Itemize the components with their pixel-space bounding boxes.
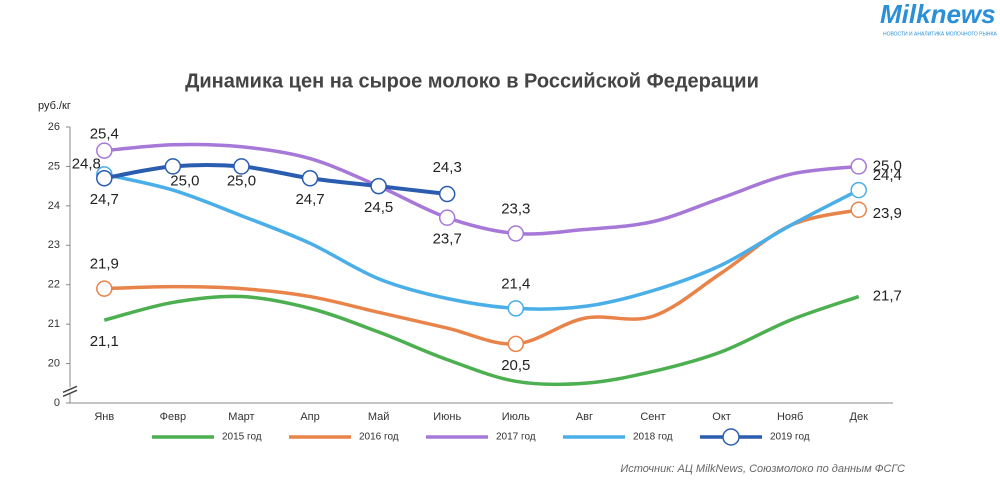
data-label: 21,1	[90, 333, 119, 350]
legend-label: 2016 год	[359, 432, 399, 443]
brand-tagline: НОВОСТИ И АНАЛИТИКА МОЛОЧНОГО РЫНКА	[883, 31, 997, 37]
x-tick-label: Июль	[502, 411, 530, 423]
chart-title: Динамика цен на сырое молоко в Российско…	[185, 70, 759, 92]
data-label: 25,0	[170, 172, 199, 189]
x-tick-label: Май	[368, 411, 390, 423]
y-tick-label: 20	[48, 357, 60, 369]
point-marker	[438, 185, 456, 203]
legend-label: 2018 год	[633, 432, 673, 443]
series-line	[104, 142, 859, 236]
data-label: 21,7	[873, 288, 902, 305]
point-marker	[438, 209, 456, 226]
point-marker	[370, 177, 387, 195]
point-marker	[850, 158, 867, 175]
data-label: 23,3	[501, 200, 530, 217]
legend-label: 2019 год	[770, 432, 810, 443]
axis-break	[62, 385, 78, 393]
y-tick-label: 23	[48, 239, 60, 251]
x-tick-label: Апр	[300, 411, 319, 423]
series-line	[103, 294, 860, 387]
series-line	[103, 162, 448, 197]
point-marker	[301, 170, 319, 187]
legend-label: 2017 год	[496, 432, 536, 443]
series-line	[104, 208, 860, 346]
point-marker	[96, 142, 113, 159]
point-marker	[507, 225, 525, 242]
data-label: 25,4	[90, 126, 119, 143]
point-marker	[233, 158, 250, 175]
x-tick-label: Март	[228, 411, 254, 423]
x-tick-label: Сент	[640, 411, 665, 423]
y-tick-label: 24	[48, 200, 60, 212]
x-tick-label: Дек	[850, 411, 869, 423]
brand-logo: Milknews	[880, 0, 996, 29]
point-marker	[96, 280, 113, 297]
point-marker	[507, 300, 525, 317]
data-label: 24,7	[90, 191, 119, 208]
data-label: 21,9	[90, 256, 119, 273]
legend-label: 2015 год	[222, 432, 262, 443]
x-tick-label: Янв	[94, 411, 114, 423]
y-tick-label: 22	[48, 279, 60, 291]
series-line	[103, 172, 860, 311]
data-label: 24,8	[72, 155, 101, 172]
point-marker	[164, 158, 182, 175]
point-marker	[507, 335, 525, 353]
y-tick-label: 0	[54, 397, 60, 409]
data-label: 24,3	[433, 159, 462, 176]
data-label: 24,4	[873, 167, 902, 184]
axis-break-gap	[62, 387, 78, 394]
x-tick-label: Окт	[712, 411, 731, 423]
data-label: 23,7	[433, 231, 462, 248]
x-tick-label: Февр	[160, 411, 186, 423]
y-axis-label: руб./кг	[38, 100, 71, 112]
x-tick-label: Июнь	[433, 411, 461, 423]
data-label: 23,9	[873, 205, 902, 222]
y-tick-label: 25	[48, 160, 60, 172]
data-label: 24,5	[364, 199, 393, 216]
y-tick-label: 26	[48, 121, 60, 133]
data-label: 21,4	[501, 275, 530, 292]
axis-break	[62, 389, 78, 397]
x-tick-label: Авг	[576, 411, 593, 423]
point-marker	[850, 181, 867, 199]
x-tick-label: Нояб	[777, 411, 803, 423]
point-marker	[96, 170, 113, 187]
data-label: 25,0	[227, 172, 256, 189]
data-label: 25,0	[873, 157, 902, 174]
y-tick-label: 21	[48, 318, 60, 330]
source-note: Источник: АЦ MilkNews, Союзмолоко по дан…	[620, 463, 905, 475]
data-label: 24,7	[295, 191, 324, 208]
legend-marker	[722, 428, 740, 446]
point-marker	[850, 201, 867, 219]
data-label: 20,5	[501, 357, 530, 374]
